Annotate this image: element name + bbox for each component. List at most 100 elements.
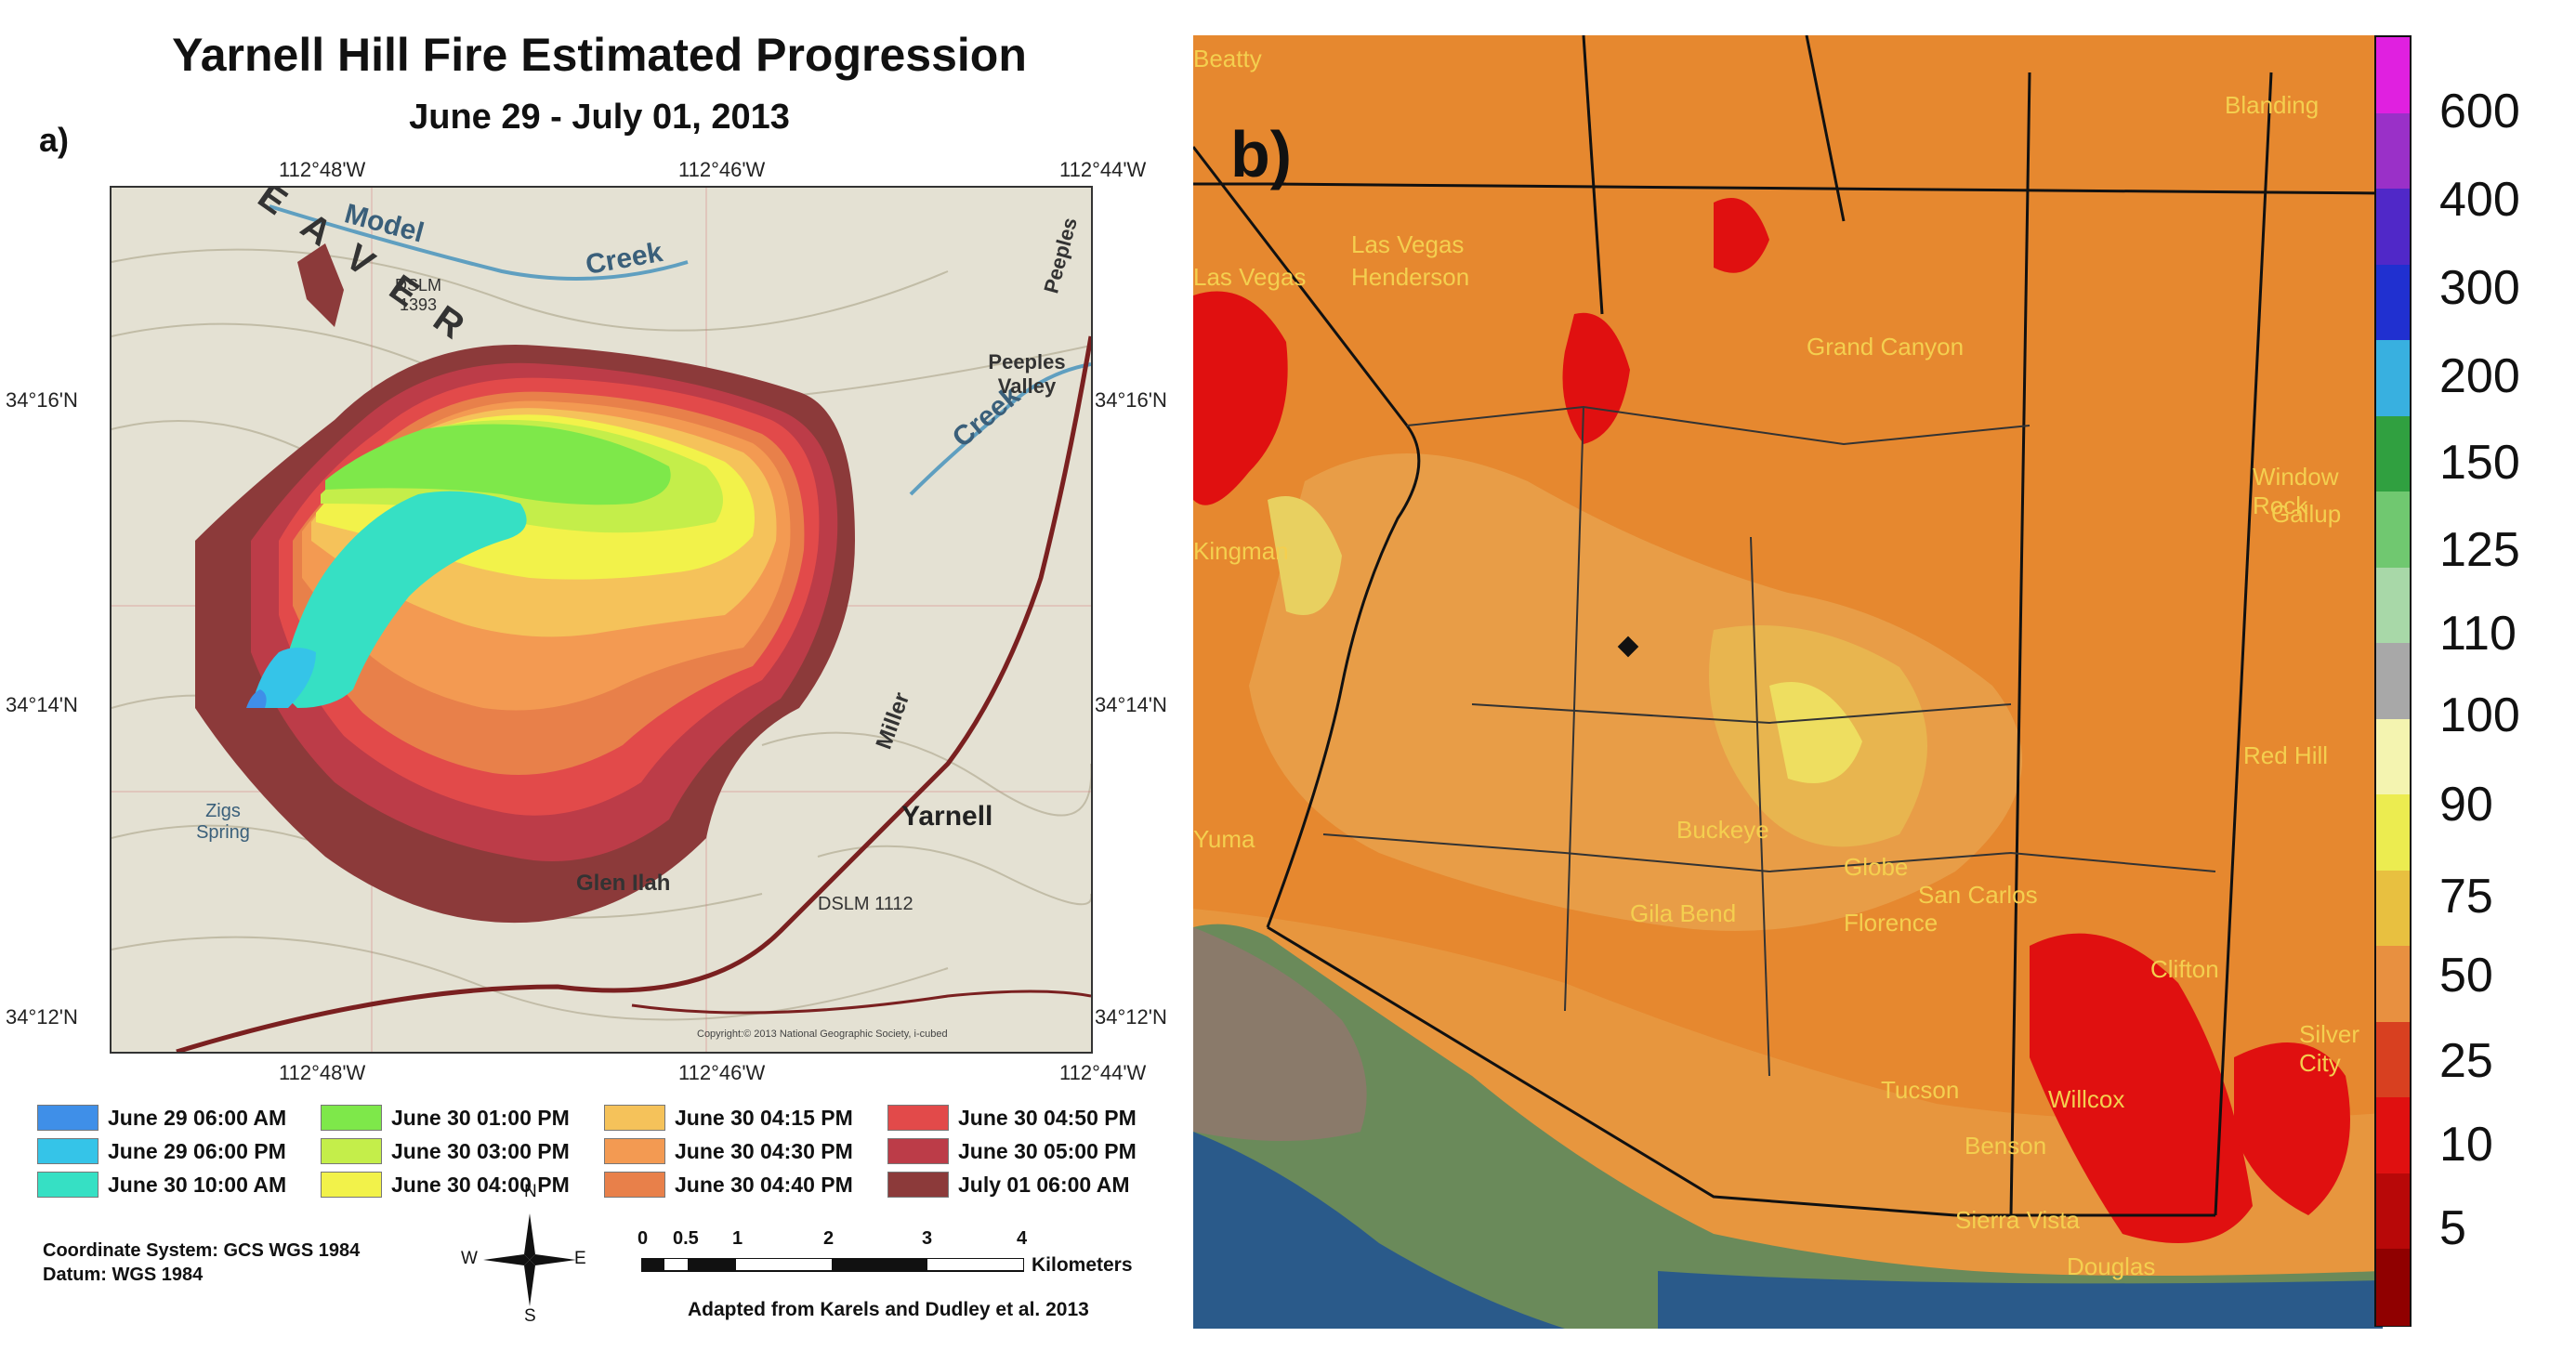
city-label: Clifton: [2150, 955, 2219, 983]
city-label: Buckeye: [1676, 816, 1769, 844]
colorbar-label: 125: [2439, 523, 2520, 577]
colorbar-segment: [2376, 37, 2410, 114]
legend-label: June 30 04:00 PM: [391, 1172, 570, 1197]
city-label: Benson: [1965, 1132, 2047, 1160]
glen-ilah-label: Glen Ilah: [576, 871, 671, 896]
compass-w: W: [461, 1249, 478, 1268]
compass-n: N: [524, 1182, 537, 1201]
legend-swatch: [37, 1105, 99, 1131]
basemap-copyright: Copyright:© 2013 National Geographic Soc…: [697, 1029, 948, 1040]
north-arrow-icon: N S E W: [461, 1182, 586, 1326]
legend-swatch: [321, 1105, 382, 1131]
scale-bar-graphic: [641, 1258, 1024, 1272]
legend-item: June 30 04:50 PM: [887, 1102, 1137, 1134]
panel-a-label: a): [39, 121, 70, 159]
dslm-1112-label: DSLM 1112: [818, 894, 913, 914]
right-tick-3: 34°12'N: [1095, 1005, 1167, 1029]
map-title: Yarnell Hill Fire Estimated Progression: [172, 29, 1027, 81]
peeples-valley-label: Peeples Valley: [988, 350, 1066, 398]
legend-swatch: [604, 1138, 665, 1164]
city-label: Kingman: [1193, 537, 1289, 565]
coordinate-system-text: Coordinate System: GCS WGS 1984: [43, 1240, 361, 1261]
legend-swatch: [887, 1172, 949, 1198]
colorbar-label: 400: [2439, 173, 2520, 227]
colorbar-label: 25: [2439, 1034, 2493, 1088]
colorbar-segment: [2376, 112, 2410, 190]
legend-item: June 30 10:00 AM: [37, 1169, 286, 1200]
top-tick-1: 112°48'W: [279, 158, 366, 181]
credit-text: Adapted from Karels and Dudley et al. 20…: [688, 1299, 1089, 1320]
city-label: Silver City: [2299, 1020, 2360, 1077]
colorbar-segment: [2376, 643, 2410, 720]
city-label: Las Vegas: [1193, 263, 1307, 291]
legend-item: June 29 06:00 PM: [37, 1135, 286, 1167]
scale-unit: Kilometers: [1032, 1254, 1133, 1276]
precipitation-map-svg: [1193, 35, 2383, 1329]
zigs-spring-label: Zigs Spring: [196, 801, 250, 843]
city-label: Douglas: [2067, 1252, 2156, 1280]
left-tick-1: 34°16'N: [6, 388, 78, 412]
legend-item: June 30 04:15 PM: [604, 1102, 853, 1134]
legend-label: June 29 06:00 PM: [108, 1138, 286, 1163]
colorbar-segment: [2376, 946, 2410, 1023]
city-label: Grand Canyon: [1807, 333, 1965, 360]
coordinate-info: Coordinate System: GCS WGS 1984 Datum: W…: [43, 1239, 360, 1287]
legend-swatch: [37, 1172, 99, 1198]
colorbar-label: 200: [2439, 349, 2520, 403]
legend-label: June 30 10:00 AM: [108, 1172, 287, 1197]
dslm-1393-label: DSLM 1393: [394, 276, 441, 314]
legend-label: June 30 04:15 PM: [675, 1105, 853, 1130]
legend-item: June 30 04:40 PM: [604, 1169, 853, 1200]
scale-num: 4: [1017, 1228, 1028, 1249]
legend-item: July 01 06:00 AM: [887, 1169, 1130, 1200]
fire-map-svg: [112, 188, 1091, 1052]
legend-label: June 30 04:50 PM: [958, 1105, 1137, 1130]
legend-label: June 29 06:00 AM: [108, 1105, 287, 1130]
legend-item: June 30 04:00 PM: [321, 1169, 570, 1200]
city-label: Tucson: [1881, 1076, 1960, 1104]
legend-swatch: [37, 1138, 99, 1164]
precipitation-colorbar: [2374, 35, 2412, 1327]
top-tick-3: 112°44'W: [1059, 158, 1147, 181]
city-label: Gallup: [2271, 500, 2342, 528]
legend-item: June 30 01:00 PM: [321, 1102, 570, 1134]
colorbar-segment: [2376, 1021, 2410, 1099]
city-label: Blanding: [2225, 91, 2320, 119]
city-label: Willcox: [2048, 1085, 2125, 1113]
colorbar-segment: [2376, 1249, 2410, 1326]
legend-label: July 01 06:00 AM: [958, 1172, 1130, 1197]
legend-label: June 30 05:00 PM: [958, 1138, 1137, 1163]
colorbar-label: 90: [2439, 778, 2493, 832]
panel-b-label: b): [1230, 118, 1293, 190]
colorbar-segment: [2376, 1173, 2410, 1251]
colorbar-label: 100: [2439, 688, 2520, 742]
datum-text: Datum: WGS 1984: [43, 1265, 204, 1285]
colorbar-segment: [2376, 870, 2410, 948]
legend-label: June 30 04:40 PM: [675, 1172, 853, 1197]
compass-s: S: [524, 1306, 536, 1326]
bottom-tick-1: 112°48'W: [279, 1061, 366, 1084]
city-label: Las Vegas: [1351, 230, 1465, 258]
left-tick-3: 34°12'N: [6, 1005, 78, 1029]
city-label: Window Rock: [2253, 463, 2339, 519]
city-label: Sierra Vista: [1955, 1206, 2080, 1234]
colorbar-label: 10: [2439, 1118, 2493, 1172]
scale-num: 1: [732, 1228, 743, 1249]
colorbar-segment: [2376, 189, 2410, 266]
colorbar-segment: [2376, 1097, 2410, 1174]
legend-swatch: [887, 1138, 949, 1164]
legend-item: June 30 03:00 PM: [321, 1135, 570, 1167]
legend-swatch: [604, 1172, 665, 1198]
legend-swatch: [321, 1138, 382, 1164]
legend-label: June 30 03:00 PM: [391, 1138, 570, 1163]
left-tick-2: 34°14'N: [6, 693, 78, 716]
colorbar-label: 150: [2439, 436, 2520, 490]
colorbar-segment: [2376, 794, 2410, 872]
city-label: Red Hill: [2243, 741, 2329, 769]
scale-num: 0: [637, 1228, 649, 1249]
legend-item: June 29 06:00 AM: [37, 1102, 286, 1134]
scale-num: 3: [922, 1228, 933, 1249]
colorbar-label: 600: [2439, 85, 2520, 138]
legend-item: June 30 04:30 PM: [604, 1135, 853, 1167]
compass-rose-icon: [483, 1213, 576, 1306]
